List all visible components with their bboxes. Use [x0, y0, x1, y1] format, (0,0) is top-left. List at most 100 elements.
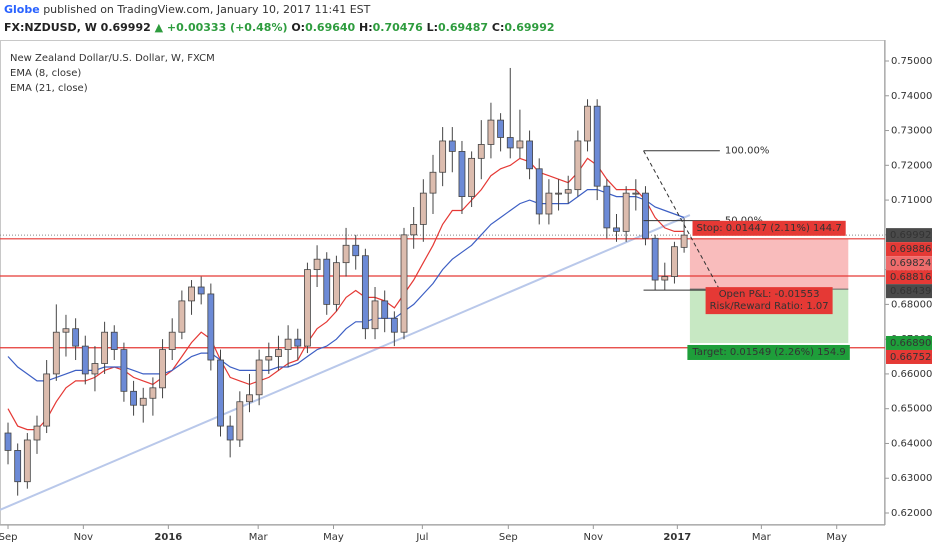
candle-body	[642, 192, 649, 239]
x-tick-label: Nov	[74, 532, 94, 543]
quote-part: H:	[359, 21, 373, 34]
candle-body	[23, 439, 31, 483]
chart-title: New Zealand Dollar/U.S. Dollar, W, FXCM	[10, 53, 215, 64]
candle-body	[255, 359, 263, 396]
candle-body	[168, 331, 176, 350]
stop-label: Stop: 0.01447 (2.11%) 144.7	[696, 223, 841, 234]
candle-body	[497, 119, 504, 138]
quote-part: 0.69487	[438, 21, 492, 34]
header-line: Globe published on TradingView.com, Janu…	[4, 3, 371, 16]
target-label: Target: 0.01549 (2.26%) 154.9	[691, 347, 845, 358]
candle-body	[410, 224, 418, 236]
candle-body	[371, 300, 379, 330]
candle-body	[149, 387, 157, 399]
candle-body	[613, 227, 620, 232]
quote-part: 0.69640	[305, 21, 359, 34]
quote-part: FX:NZDUSD, W	[4, 21, 101, 34]
price-label: 0.66752	[890, 352, 931, 363]
x-tick-label: Jul	[415, 532, 428, 543]
y-tick-label: 0.62000	[891, 508, 932, 519]
candle-body	[603, 185, 611, 229]
x-tick-label: Mar	[752, 532, 772, 543]
y-tick-label: 0.68000	[891, 299, 932, 310]
candle-body	[91, 363, 99, 375]
quote-part: +0.00333 (+0.48%)	[167, 21, 291, 34]
target-label-box	[687, 344, 850, 360]
candle-body	[458, 151, 466, 198]
candle-body	[178, 300, 186, 333]
candle-body	[159, 349, 166, 389]
candle-body	[545, 192, 553, 215]
candle-body	[217, 359, 224, 427]
candle-body	[574, 140, 582, 191]
quote-part: C:	[492, 21, 504, 34]
candle-body	[651, 237, 659, 281]
quote-part: 0.69992	[101, 21, 155, 34]
candle-body	[294, 338, 302, 347]
candle-body	[342, 244, 350, 264]
candle-body	[226, 425, 234, 441]
candle-body	[246, 394, 253, 403]
candle-body	[680, 234, 688, 248]
candle-body	[236, 401, 244, 441]
price-label-box	[886, 270, 932, 285]
candle-body	[632, 192, 640, 195]
quote-part: 0.69992	[504, 21, 554, 34]
candle-body	[197, 286, 205, 295]
price-label: 0.69886	[890, 244, 931, 255]
quote-part: 0.70476	[373, 21, 427, 34]
candle-body	[564, 189, 572, 194]
candle-body	[139, 397, 147, 406]
candle-body	[661, 276, 669, 281]
candle-body	[323, 258, 331, 305]
candle-body	[62, 328, 70, 333]
x-tick-label: 2017	[663, 532, 691, 543]
price-label: 0.68439	[890, 286, 931, 297]
candle-body	[43, 373, 51, 427]
candle-body	[361, 255, 369, 330]
y-tick-label: 0.74000	[891, 91, 932, 102]
price-label-box	[886, 349, 932, 364]
legend-entry: EMA (21, close)	[10, 83, 88, 94]
published: published on TradingView.com, January 10…	[40, 3, 371, 16]
candle-body	[400, 234, 408, 333]
candle-body	[516, 140, 524, 149]
x-tick-label: Mar	[249, 532, 269, 543]
candle-body	[33, 425, 41, 441]
candle-body	[333, 262, 340, 305]
candle-body	[448, 140, 456, 152]
candle-body	[284, 338, 292, 350]
quote-part: O:	[291, 21, 305, 34]
x-tick-label: Sep	[499, 532, 518, 543]
price-label: 0.69992	[890, 230, 931, 241]
price-label: 0.69824	[890, 258, 931, 269]
price-label-box	[886, 256, 932, 271]
y-tick-label: 0.71000	[891, 195, 932, 206]
candle-body	[487, 119, 495, 145]
price-label-box	[886, 242, 932, 257]
candle-body	[381, 300, 389, 319]
price-label: 0.66890	[890, 338, 931, 349]
candle-body	[555, 192, 562, 195]
candle-body	[593, 105, 601, 187]
candle-body	[304, 269, 311, 347]
x-tick-label: May	[826, 532, 847, 543]
candle-body	[506, 137, 514, 149]
candle-body	[671, 246, 678, 277]
candle-body	[313, 258, 321, 271]
candle-body	[419, 192, 427, 225]
y-tick-label: 0.73000	[891, 126, 932, 137]
candle-body	[468, 157, 476, 198]
candle-body	[188, 286, 195, 302]
y-tick-label: 0.63000	[891, 473, 932, 484]
y-tick-label: 0.66000	[891, 369, 932, 380]
candle-body	[110, 331, 118, 350]
rr-label: Risk/Reward Ratio: 1.07	[710, 301, 829, 312]
legend-entry: EMA (8, close)	[10, 68, 81, 79]
candle-body	[477, 144, 485, 159]
candle-body	[275, 349, 282, 357]
price-label-box	[886, 228, 932, 243]
y-tick-label: 0.65000	[891, 404, 932, 415]
stop-label-box	[692, 220, 846, 236]
